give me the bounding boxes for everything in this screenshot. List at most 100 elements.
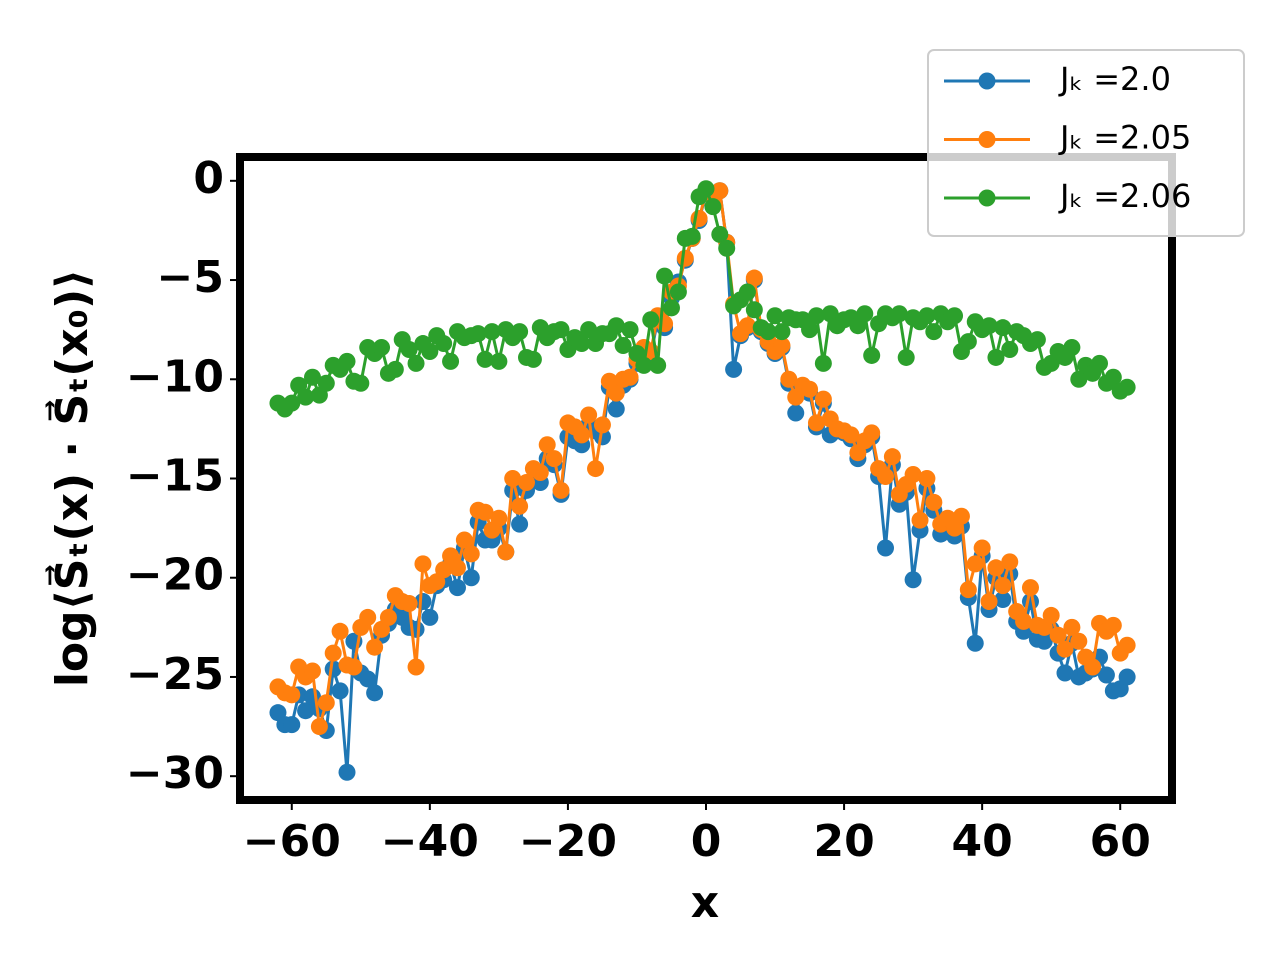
data-point bbox=[697, 180, 715, 198]
data-point bbox=[766, 307, 784, 325]
data-point bbox=[331, 622, 349, 640]
data-point bbox=[614, 337, 632, 355]
data-point bbox=[607, 317, 625, 335]
data-point bbox=[407, 354, 425, 372]
legend-box bbox=[927, 49, 1245, 237]
data-point bbox=[303, 368, 321, 386]
data-point bbox=[759, 323, 777, 341]
data-point bbox=[745, 301, 763, 319]
data-point bbox=[814, 390, 832, 408]
data-point bbox=[593, 416, 611, 434]
series bbox=[269, 182, 1136, 736]
data-point bbox=[366, 684, 384, 702]
data-point bbox=[1118, 636, 1136, 654]
data-point bbox=[669, 283, 687, 301]
data-point bbox=[801, 321, 819, 339]
data-point bbox=[283, 686, 301, 704]
data-point bbox=[524, 350, 542, 368]
data-point bbox=[863, 346, 881, 364]
data-point bbox=[400, 341, 418, 359]
data-point bbox=[711, 225, 729, 243]
data-point bbox=[448, 579, 466, 597]
data-point bbox=[552, 321, 570, 339]
x-tick-label: −20 bbox=[519, 816, 617, 867]
data-point bbox=[959, 333, 977, 351]
data-point bbox=[987, 559, 1005, 577]
data-point bbox=[421, 608, 439, 626]
y-tick-label: −25 bbox=[126, 649, 224, 700]
data-point bbox=[587, 460, 605, 478]
x-tick-label: 0 bbox=[691, 816, 722, 867]
data-point bbox=[1104, 616, 1122, 634]
data-point bbox=[573, 426, 591, 444]
x-tick-label: 20 bbox=[813, 816, 874, 867]
data-point bbox=[959, 581, 977, 599]
data-point bbox=[366, 638, 384, 656]
series bbox=[269, 182, 1136, 781]
data-point bbox=[317, 694, 335, 712]
data-point bbox=[435, 561, 453, 579]
data-point bbox=[580, 321, 598, 339]
series-line bbox=[276, 189, 1129, 774]
y-tick-label: −20 bbox=[126, 550, 224, 601]
data-point bbox=[607, 400, 625, 418]
data-point bbox=[607, 384, 625, 402]
data-point bbox=[662, 299, 680, 317]
data-point bbox=[317, 374, 335, 392]
data-point bbox=[379, 608, 397, 626]
data-point bbox=[656, 267, 674, 285]
data-point bbox=[856, 305, 874, 323]
data-point bbox=[297, 388, 315, 406]
data-point bbox=[545, 450, 563, 468]
plot-frame bbox=[236, 153, 1176, 804]
data-point bbox=[435, 335, 453, 353]
y-tick-label: −5 bbox=[157, 252, 224, 303]
data-point bbox=[538, 436, 556, 454]
data-point bbox=[863, 424, 881, 442]
data-point bbox=[421, 342, 439, 360]
data-point bbox=[297, 702, 315, 720]
data-point bbox=[883, 448, 901, 466]
data-point bbox=[497, 543, 515, 561]
x-axis-label: x bbox=[691, 877, 719, 928]
data-point bbox=[331, 682, 349, 700]
data-point bbox=[801, 380, 819, 398]
data-point bbox=[338, 763, 356, 781]
data-point bbox=[966, 634, 984, 652]
data-point bbox=[946, 307, 964, 325]
data-point bbox=[711, 182, 729, 200]
data-point bbox=[773, 337, 791, 355]
legend-marker bbox=[978, 189, 996, 207]
x-tick-label: −40 bbox=[381, 816, 479, 867]
data-point bbox=[649, 356, 667, 374]
data-point bbox=[476, 503, 494, 521]
data-point bbox=[814, 354, 832, 372]
data-point bbox=[1056, 640, 1074, 658]
data-point bbox=[531, 464, 549, 482]
data-point bbox=[621, 368, 639, 386]
data-point bbox=[1118, 668, 1136, 686]
data-point bbox=[745, 269, 763, 287]
data-point bbox=[1097, 666, 1115, 684]
data-point bbox=[1015, 612, 1033, 630]
data-point bbox=[925, 493, 943, 511]
data-point bbox=[918, 470, 936, 487]
x-tick-label: 60 bbox=[1090, 816, 1151, 867]
y-tick-label: −10 bbox=[126, 351, 224, 402]
data-point bbox=[994, 319, 1012, 337]
data-point bbox=[573, 335, 591, 353]
data-point bbox=[462, 569, 480, 587]
data-point bbox=[994, 591, 1012, 609]
data-point bbox=[462, 545, 480, 563]
data-point bbox=[621, 321, 639, 339]
data-point bbox=[1070, 370, 1088, 388]
data-point bbox=[1056, 664, 1074, 682]
data-point bbox=[1063, 618, 1081, 636]
data-point bbox=[324, 644, 342, 662]
data-point bbox=[1001, 553, 1019, 571]
series bbox=[269, 180, 1136, 418]
data-point bbox=[442, 352, 460, 370]
data-point bbox=[987, 348, 1005, 366]
